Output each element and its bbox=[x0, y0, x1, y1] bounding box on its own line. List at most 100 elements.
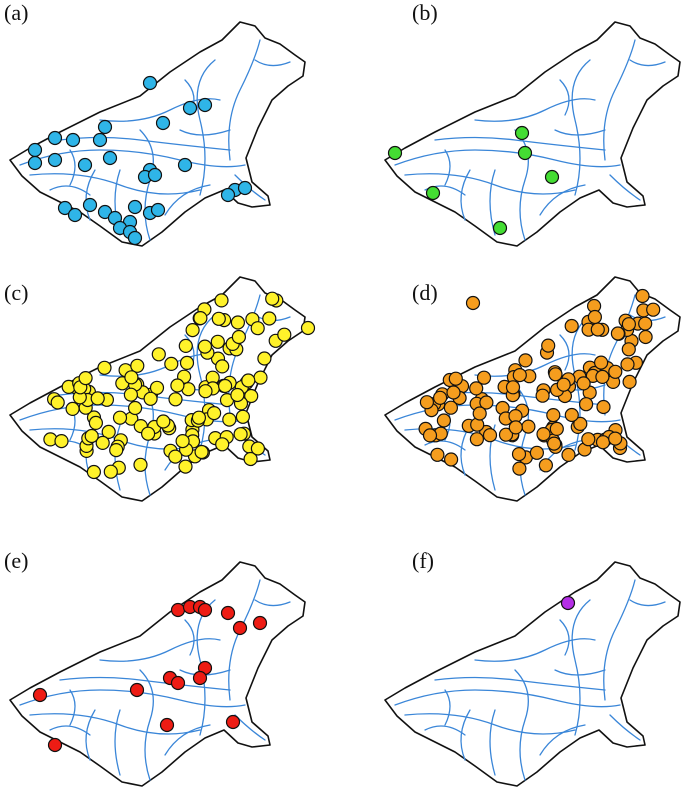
site-dot bbox=[265, 291, 280, 306]
site-dot bbox=[133, 457, 148, 472]
site-dot bbox=[112, 410, 128, 425]
site-dot bbox=[170, 675, 186, 691]
site-dot bbox=[95, 435, 110, 450]
site-dot bbox=[608, 431, 623, 446]
site-dot bbox=[512, 367, 527, 383]
site-dot bbox=[237, 180, 253, 196]
panel-label: (f) bbox=[412, 548, 434, 573]
map-panel bbox=[9, 21, 306, 247]
site-dot bbox=[214, 293, 229, 308]
site-dot bbox=[197, 97, 213, 113]
site-dot bbox=[432, 390, 448, 405]
site-dot bbox=[564, 318, 579, 334]
site-dot bbox=[482, 428, 498, 443]
site-dot bbox=[141, 426, 156, 441]
site-dot bbox=[175, 434, 190, 449]
site-dot bbox=[621, 317, 636, 332]
site-dot bbox=[211, 311, 226, 326]
panel-label: (c) bbox=[4, 280, 28, 305]
map-panel bbox=[384, 561, 681, 787]
site-dot bbox=[143, 391, 158, 406]
site-dot bbox=[546, 408, 561, 423]
site-dot bbox=[197, 602, 213, 618]
site-dot bbox=[151, 347, 166, 362]
site-dot bbox=[57, 200, 73, 216]
site-dot bbox=[82, 197, 98, 213]
site-dot bbox=[178, 459, 193, 474]
site-dot bbox=[77, 157, 93, 173]
site-dot bbox=[253, 370, 268, 385]
site-dot bbox=[469, 432, 485, 447]
site-dot bbox=[430, 447, 445, 462]
site-dot bbox=[538, 458, 553, 473]
site-dot bbox=[164, 356, 179, 372]
site-dot bbox=[128, 400, 143, 416]
site-dot bbox=[170, 602, 186, 618]
site-dot bbox=[215, 437, 230, 452]
site-dot bbox=[638, 329, 653, 345]
site-dot bbox=[646, 302, 661, 317]
site-dot bbox=[419, 395, 435, 410]
site-dot bbox=[595, 435, 611, 450]
site-dot bbox=[47, 130, 63, 146]
site-dot bbox=[197, 339, 212, 354]
site-dot bbox=[194, 444, 209, 460]
map-panel bbox=[384, 21, 681, 247]
site-dot bbox=[581, 432, 596, 447]
site-dot bbox=[472, 406, 487, 421]
site-dot bbox=[422, 428, 438, 443]
site-dot bbox=[587, 309, 602, 325]
site-dot bbox=[220, 187, 236, 203]
site-dot bbox=[610, 326, 625, 341]
site-dot bbox=[231, 329, 246, 345]
site-dot bbox=[97, 119, 113, 135]
site-dot bbox=[65, 132, 81, 148]
site-dot bbox=[243, 451, 258, 467]
site-dot bbox=[67, 207, 83, 223]
site-dot bbox=[595, 369, 610, 385]
site-dot bbox=[170, 378, 185, 393]
site-dot bbox=[225, 714, 241, 730]
site-dot bbox=[476, 370, 492, 385]
site-dot bbox=[102, 150, 118, 166]
panel-label: (a) bbox=[4, 0, 28, 25]
site-dot bbox=[127, 199, 143, 215]
site-dot bbox=[492, 220, 508, 236]
site-dot bbox=[127, 230, 143, 246]
panel-label: (b) bbox=[412, 0, 438, 25]
site-dot bbox=[244, 388, 259, 404]
site-dot bbox=[88, 415, 104, 430]
site-dot bbox=[124, 370, 139, 385]
site-dot bbox=[277, 327, 292, 342]
site-dot bbox=[90, 391, 105, 406]
site-dot bbox=[156, 414, 171, 429]
site-dot bbox=[549, 421, 564, 436]
site-dot bbox=[252, 615, 268, 631]
site-dot bbox=[218, 378, 233, 394]
basin-map bbox=[384, 21, 681, 247]
site-dot bbox=[123, 387, 138, 402]
site-dot bbox=[544, 169, 560, 185]
basin-map bbox=[384, 276, 681, 502]
site-dot bbox=[101, 424, 116, 439]
site-dot bbox=[168, 392, 183, 407]
site-dot bbox=[250, 321, 265, 336]
site-dot bbox=[50, 395, 65, 410]
site-dot bbox=[560, 595, 576, 611]
site-dot bbox=[178, 338, 193, 354]
site-dot bbox=[168, 449, 183, 464]
site-dot bbox=[27, 155, 43, 171]
site-dot bbox=[47, 152, 63, 168]
site-dot bbox=[576, 376, 591, 391]
site-dot bbox=[233, 427, 248, 442]
site-dot bbox=[250, 441, 265, 456]
site-dot bbox=[179, 355, 195, 371]
site-dot bbox=[129, 682, 145, 698]
site-dot bbox=[32, 687, 48, 703]
site-dot bbox=[47, 737, 63, 753]
site-dot bbox=[608, 364, 623, 379]
map-panel bbox=[9, 561, 306, 787]
site-dot bbox=[159, 717, 175, 733]
site-dot bbox=[448, 371, 463, 386]
site-dot bbox=[185, 322, 200, 338]
